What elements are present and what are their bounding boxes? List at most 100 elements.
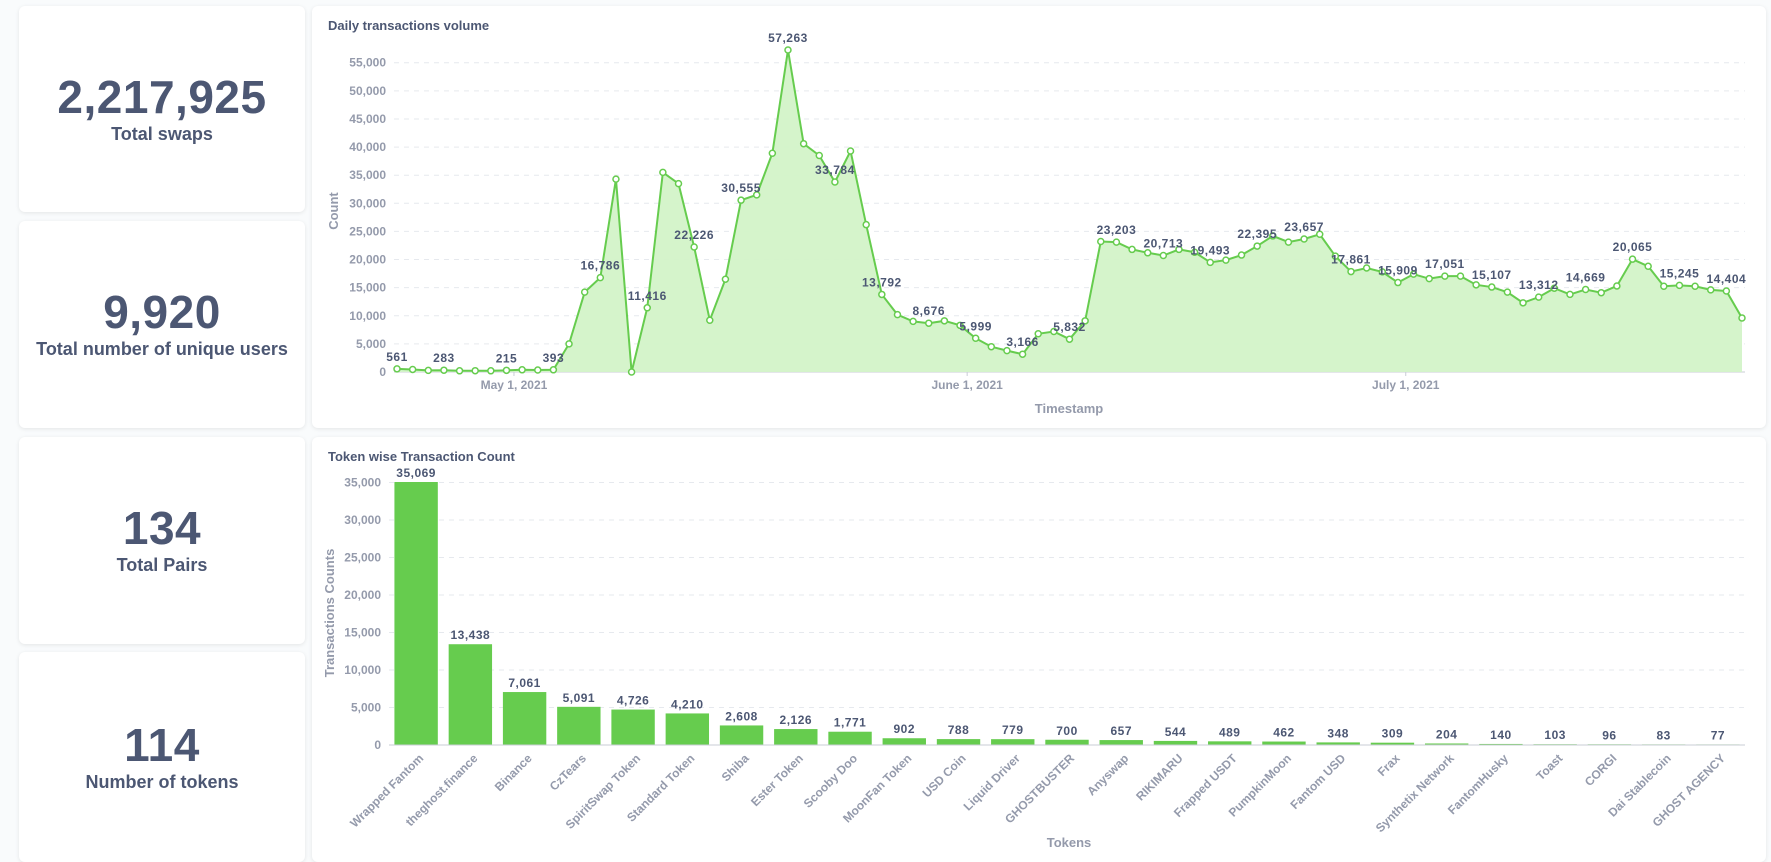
kpi-label: Number of tokens xyxy=(85,771,239,792)
data-label: 393 xyxy=(543,351,565,365)
data-point xyxy=(1206,258,1215,267)
data-point xyxy=(1706,286,1715,294)
bar-value-label: 489 xyxy=(1219,725,1241,739)
data-label: 17,051 xyxy=(1425,257,1465,271)
y-tick-label: 10,000 xyxy=(349,309,386,323)
y-axis-title: Count xyxy=(326,192,341,230)
bar-value-label: 103 xyxy=(1544,728,1566,742)
y-tick-label: 40,000 xyxy=(349,140,386,154)
bar xyxy=(1370,742,1415,745)
data-point xyxy=(1081,317,1089,325)
data-label: 5,832 xyxy=(1053,320,1086,334)
bar-value-label: 779 xyxy=(1002,723,1024,737)
data-point xyxy=(956,321,964,330)
data-label: 30,555 xyxy=(721,181,761,195)
kpi-card-total-pairs: 134 Total Pairs xyxy=(19,437,305,644)
x-axis-title: Timestamp xyxy=(1035,401,1103,416)
kpi-value: 134 xyxy=(122,502,202,554)
data-point xyxy=(1300,235,1308,243)
data-label: 561 xyxy=(386,350,408,364)
x-tick-label: USD Coin xyxy=(920,751,969,800)
data-point xyxy=(1644,262,1652,271)
data-point xyxy=(1237,251,1246,259)
data-point xyxy=(518,366,526,374)
area-fill xyxy=(397,50,1742,372)
data-point xyxy=(1722,287,1731,295)
data-point xyxy=(1190,248,1199,256)
data-point xyxy=(1534,293,1543,301)
daily-volume-card: Daily transactions volume 0 5,000 10,000 15… xyxy=(312,6,1766,428)
bar-value-label: 700 xyxy=(1056,724,1078,738)
x-tick-label: Toast xyxy=(1533,751,1565,783)
data-label: 22,395 xyxy=(1237,227,1277,241)
bar-value-label: 1,771 xyxy=(834,716,867,730)
data-point xyxy=(1409,270,1418,278)
data-point xyxy=(971,334,980,343)
kpi-card-total-swaps: 2,217,925 Total swaps xyxy=(19,6,305,212)
x-tick-label: June 1, 2021 xyxy=(931,378,1003,392)
data-point xyxy=(1613,282,1621,290)
y-tick-label: 30,000 xyxy=(344,513,381,527)
data-point xyxy=(596,273,605,282)
data-point xyxy=(1456,272,1465,280)
data-point xyxy=(1175,245,1183,254)
data-point xyxy=(1143,249,1152,257)
data-point xyxy=(1488,283,1496,291)
data-point xyxy=(393,365,401,373)
data-point xyxy=(940,317,949,325)
data-point xyxy=(1034,330,1042,338)
data-point xyxy=(1159,251,1168,260)
data-point xyxy=(612,175,620,183)
bar-value-label: 2,608 xyxy=(725,709,758,723)
bar xyxy=(1099,740,1143,745)
data-point xyxy=(1425,274,1433,283)
y-tick-label: 55,000 xyxy=(349,56,386,70)
data-point xyxy=(1253,242,1261,250)
data-label: 22,226 xyxy=(674,228,714,242)
data-label: 13,792 xyxy=(862,275,902,289)
y-tick-label: 0 xyxy=(374,738,381,752)
data-point xyxy=(1738,314,1746,322)
data-point xyxy=(1315,230,1324,238)
data-point xyxy=(893,310,902,319)
y-tick-label: 25,000 xyxy=(349,224,386,238)
x-tick-label: CORGI xyxy=(1582,751,1620,789)
token-count-card: Token wise Transaction Count 0 5,000 10,00… xyxy=(312,437,1766,862)
kpi-label: Total number of unique users xyxy=(36,339,288,359)
x-tick-label: RIKIMARU xyxy=(1133,751,1185,803)
y-tick-label: 10,000 xyxy=(344,663,381,677)
bar-value-label: 544 xyxy=(1165,725,1187,739)
bar xyxy=(882,738,926,745)
token-count-chart: 0 5,000 10,000 15,000 20,000 25,000 30,000 35,0… xyxy=(322,466,1745,850)
data-point xyxy=(408,365,417,374)
bar-value-label: 83 xyxy=(1656,728,1670,742)
bar xyxy=(611,709,655,745)
bar-value-label: 348 xyxy=(1327,726,1349,740)
data-label: 13,312 xyxy=(1519,278,1559,292)
bar-value-label: 788 xyxy=(948,723,970,737)
data-label: 8,676 xyxy=(912,304,945,318)
kpi-value: 114 xyxy=(124,718,200,771)
data-point xyxy=(1628,255,1637,263)
y-tick-label: 35,000 xyxy=(344,476,381,490)
data-point xyxy=(799,139,808,148)
y-axis-title: Transactions Counts xyxy=(322,549,337,678)
kpi-card-number-of-tokens: 114 Number of tokens xyxy=(19,652,305,862)
data-label: 15,245 xyxy=(1660,266,1700,280)
y-tick-label: 15,000 xyxy=(344,626,381,640)
bar xyxy=(936,739,981,745)
data-label: 57,263 xyxy=(768,31,808,45)
bar xyxy=(1045,739,1089,745)
data-point xyxy=(549,366,558,374)
data-point xyxy=(878,290,886,299)
bar-value-label: 96 xyxy=(1602,728,1616,742)
data-point xyxy=(909,317,917,326)
bar xyxy=(828,731,872,745)
bar-value-label: 462 xyxy=(1273,726,1295,740)
y-tick-label: 15,000 xyxy=(349,281,386,295)
y-tick-label: 5,000 xyxy=(351,701,381,715)
data-point xyxy=(924,319,933,327)
data-label: 3,166 xyxy=(1006,335,1039,349)
data-point xyxy=(1097,237,1105,246)
data-point xyxy=(1222,256,1230,264)
